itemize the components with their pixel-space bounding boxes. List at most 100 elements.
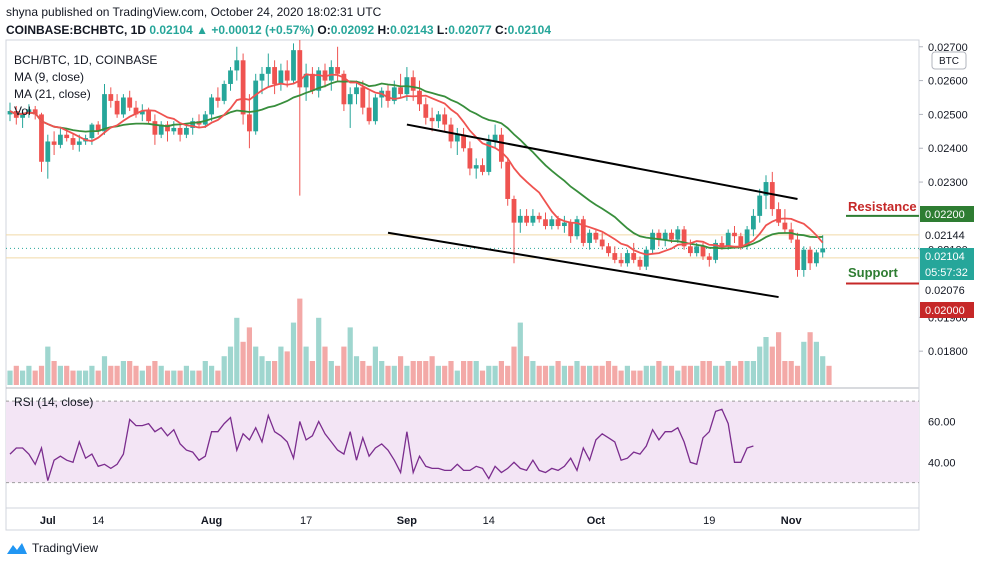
price-tick-label: 0.01800: [928, 346, 968, 358]
volume-bar: [366, 365, 372, 385]
volume-bar: [202, 361, 208, 385]
candle-body: [234, 60, 240, 71]
candle-body: [139, 111, 145, 115]
volume-bar: [38, 365, 45, 385]
price-label: 0.02104: [925, 251, 965, 263]
volume-bar: [492, 365, 498, 385]
volume-bar: [637, 370, 643, 385]
volume-bar: [272, 361, 278, 385]
volume-bar: [360, 361, 366, 385]
candle-body: [612, 253, 618, 260]
volume-bar: [133, 365, 139, 385]
high-label: H:: [377, 23, 391, 37]
volume-bar: [442, 365, 448, 385]
candle-body: [820, 248, 826, 253]
volume-bar: [335, 365, 341, 385]
low-label: L:: [436, 23, 449, 37]
candle-body: [536, 215, 542, 220]
volume-bar: [807, 332, 813, 385]
volume-bar: [234, 317, 240, 385]
volume-bar: [794, 365, 801, 385]
volume-bar: [353, 356, 360, 385]
time-tick-label: Jul: [40, 515, 56, 527]
candle-body: [423, 104, 429, 118]
volume-bar: [309, 361, 315, 385]
volume-bar: [473, 361, 479, 385]
volume-bar: [574, 361, 580, 385]
volume-bar: [372, 346, 378, 385]
volume-bar: [593, 365, 599, 385]
quote-change: +0.00012 (+0.57%): [211, 23, 315, 37]
candle-body: [763, 182, 769, 196]
volume-bar: [410, 361, 416, 385]
volume-bar: [675, 370, 681, 385]
volume-bar: [750, 361, 756, 385]
volume-bar: [164, 370, 171, 385]
volume-bar: [101, 356, 108, 385]
candle-body: [360, 87, 366, 108]
candle-body: [127, 97, 133, 108]
quote-open: 0.02092: [330, 23, 375, 37]
candle-body: [631, 253, 637, 260]
candle-body: [297, 50, 303, 88]
volume-bar: [416, 361, 423, 385]
candle-body: [215, 97, 221, 101]
volume-bar: [505, 365, 511, 385]
volume-bar: [479, 370, 486, 385]
candle-body: [486, 141, 492, 172]
candle-body: [681, 229, 687, 247]
tradingview-brand[interactable]: TradingView: [6, 541, 98, 555]
volume-bar: [668, 365, 675, 385]
candle-body: [625, 253, 630, 264]
candle-body: [530, 215, 536, 223]
volume-bar: [391, 365, 397, 385]
candle-body: [706, 256, 712, 260]
price-label-box: [920, 206, 974, 222]
volume-bar: [725, 361, 731, 385]
volume-bar: [297, 298, 303, 385]
ma21-legend: MA (21, close): [14, 87, 91, 101]
open-label: O:: [317, 23, 331, 37]
volume-bar: [64, 365, 70, 385]
volume-bar: [177, 370, 183, 385]
candle-body: [184, 127, 189, 135]
volume-bar: [183, 365, 189, 385]
candle-body: [751, 215, 756, 230]
volume-bar: [536, 365, 542, 385]
volume-bar: [498, 361, 504, 385]
candle-body: [587, 232, 592, 243]
quote-bar: COINBASE:BCHBTC, 1D 0.02104 ▲ +0.00012 (…: [6, 23, 551, 37]
candle-body: [165, 124, 170, 132]
candle-body: [39, 114, 44, 162]
candle-body: [688, 246, 693, 254]
volume-bar: [70, 370, 76, 385]
volume-bar: [757, 346, 763, 385]
volume-bar: [662, 365, 668, 385]
rsi-tick-label: 40.00: [928, 457, 956, 469]
time-tick-label: Sep: [397, 515, 417, 527]
candle-body: [606, 246, 611, 254]
volume-bar: [278, 346, 284, 385]
volume-bar: [146, 365, 152, 385]
candle-body: [480, 165, 485, 172]
candle-body: [284, 70, 290, 81]
candle-body: [108, 94, 114, 101]
up-arrow-icon: ▲: [196, 23, 208, 37]
currency-badge: [931, 51, 967, 70]
candle-body: [807, 249, 813, 264]
volume-bar: [114, 365, 120, 385]
volume-bar: [549, 365, 555, 385]
volume-bar: [347, 327, 353, 385]
candle-body: [637, 259, 643, 267]
volume-bar: [45, 346, 51, 385]
price-label: 0.02000: [925, 305, 965, 317]
candle-body: [171, 127, 177, 132]
candle-body: [656, 232, 662, 240]
volume-bar: [650, 365, 656, 385]
price-label-box: [920, 282, 974, 298]
candle-body: [524, 215, 529, 223]
close-label: C:: [494, 23, 508, 37]
candle-body: [58, 134, 63, 145]
volume-bar: [76, 370, 82, 385]
